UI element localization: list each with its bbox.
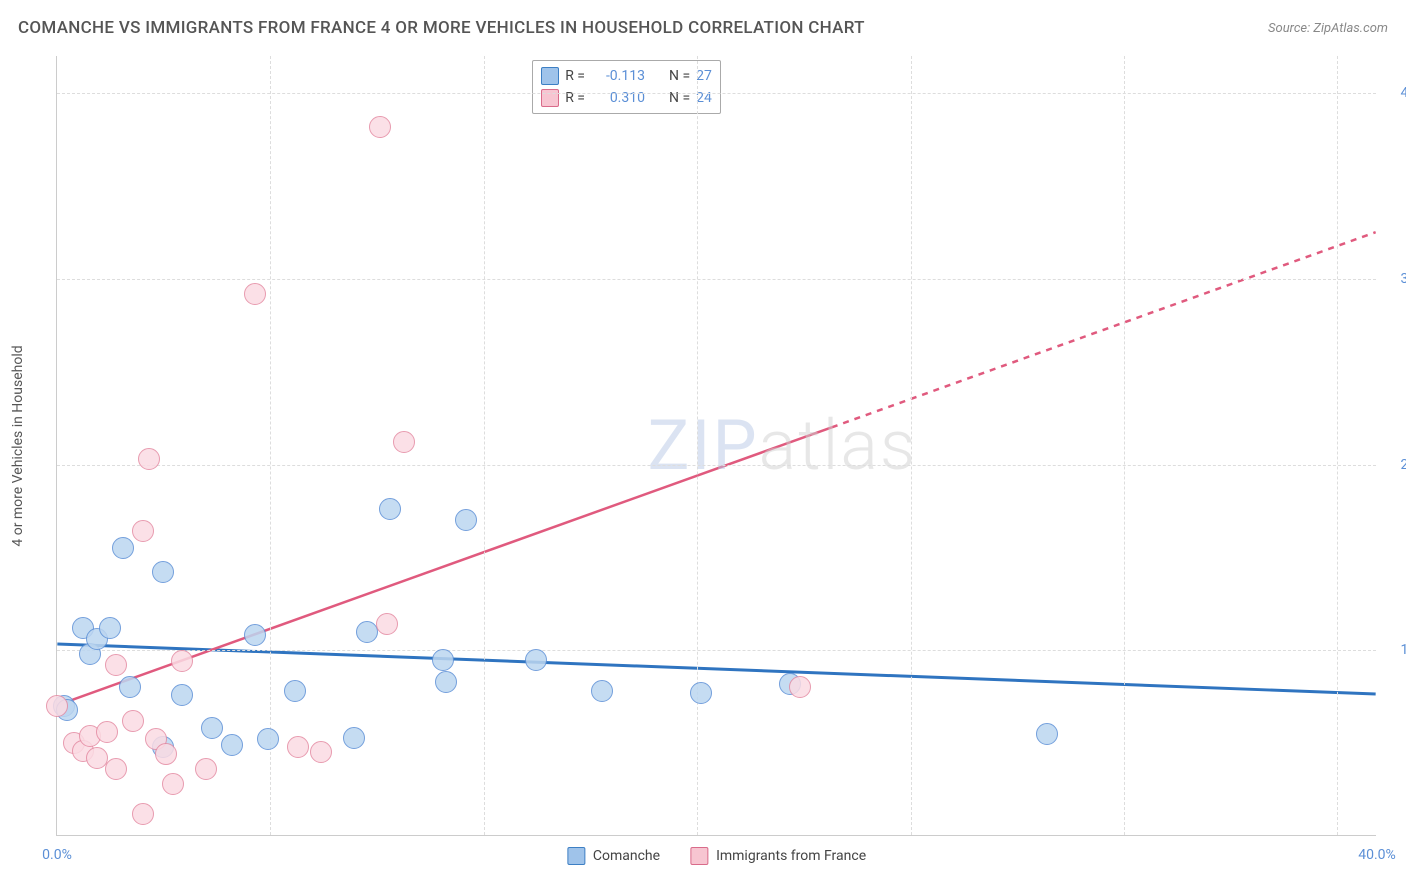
data-point	[287, 736, 309, 758]
data-point	[105, 758, 127, 780]
watermark: ZIPatlas	[647, 405, 917, 487]
data-point	[138, 448, 160, 470]
data-point	[201, 717, 223, 739]
legend-series: Comanche Immigrants from France	[567, 847, 866, 865]
data-point	[343, 727, 365, 749]
y-tick-label: 40.0%	[1400, 85, 1406, 101]
data-point	[789, 676, 811, 698]
data-point	[119, 676, 141, 698]
data-point	[356, 621, 378, 643]
gridline-v	[1337, 56, 1338, 835]
legend-swatch	[690, 847, 708, 865]
data-point	[376, 613, 398, 635]
data-point	[369, 116, 391, 138]
data-point	[132, 520, 154, 542]
data-point	[105, 654, 127, 676]
data-point	[257, 728, 279, 750]
legend-series-label: Immigrants from France	[716, 848, 866, 864]
data-point	[132, 803, 154, 825]
legend-stats-row: R =-0.113N =27	[541, 65, 712, 87]
legend-swatch	[541, 89, 559, 107]
data-point	[112, 537, 134, 559]
gridline-v	[911, 56, 912, 835]
chart-title: COMANCHE VS IMMIGRANTS FROM FRANCE 4 OR …	[18, 18, 865, 38]
data-point	[244, 624, 266, 646]
gridline-v	[697, 56, 698, 835]
legend-series-label: Comanche	[593, 848, 660, 864]
data-point	[99, 617, 121, 639]
data-point	[96, 721, 118, 743]
legend-series-item: Comanche	[567, 847, 660, 865]
y-tick-label: 20.0%	[1400, 457, 1406, 473]
data-point	[195, 758, 217, 780]
gridline-h	[57, 650, 1376, 651]
source-label: Source: ZipAtlas.com	[1268, 21, 1388, 36]
data-point	[155, 743, 177, 765]
x-tick-label: 0.0%	[42, 847, 72, 863]
data-point	[152, 561, 174, 583]
data-point	[310, 741, 332, 763]
data-point	[1036, 723, 1058, 745]
x-tick-label: 40.0%	[1358, 847, 1396, 863]
data-point	[46, 695, 68, 717]
data-point	[393, 431, 415, 453]
gridline-v	[1124, 56, 1125, 835]
trend-lines-svg	[57, 56, 1376, 835]
data-point	[455, 509, 477, 531]
gridline-v	[484, 56, 485, 835]
data-point	[162, 773, 184, 795]
gridline-h	[57, 279, 1376, 280]
y-tick-label: 10.0%	[1400, 642, 1406, 658]
gridline-h	[57, 465, 1376, 466]
legend-series-item: Immigrants from France	[690, 847, 866, 865]
data-point	[86, 747, 108, 769]
gridline-v	[270, 56, 271, 835]
legend-stats-row: R =0.310N =24	[541, 87, 712, 109]
data-point	[244, 283, 266, 305]
data-point	[122, 710, 144, 732]
data-point	[591, 680, 613, 702]
legend-swatch	[567, 847, 585, 865]
legend-swatch	[541, 67, 559, 85]
data-point	[171, 684, 193, 706]
data-point	[690, 682, 712, 704]
chart-plot-area: ZIPatlas R =-0.113N =27R =0.310N =24 Com…	[56, 56, 1376, 836]
data-point	[525, 649, 547, 671]
y-axis-label: 4 or more Vehicles in Household	[10, 345, 26, 546]
data-point	[284, 680, 306, 702]
gridline-h	[57, 93, 1376, 94]
data-point	[435, 671, 457, 693]
data-point	[432, 649, 454, 671]
data-point	[221, 734, 243, 756]
y-tick-label: 30.0%	[1400, 271, 1406, 287]
legend-stats: R =-0.113N =27R =0.310N =24	[532, 60, 721, 114]
data-point	[379, 498, 401, 520]
data-point	[171, 650, 193, 672]
